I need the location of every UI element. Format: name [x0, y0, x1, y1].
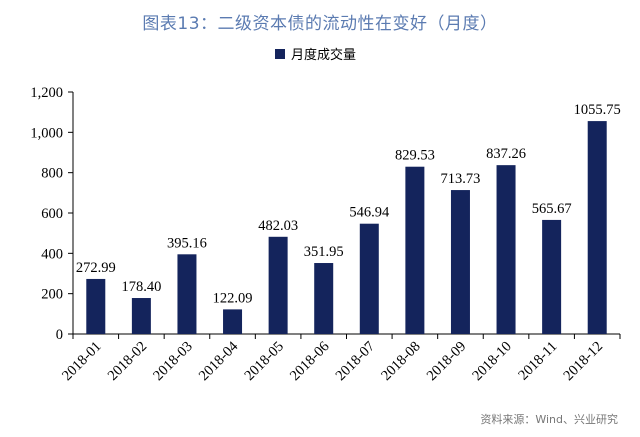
bar-value-label: 272.99 [76, 260, 116, 276]
x-tick-label: 2018-08 [378, 339, 423, 384]
y-tick-label: 400 [41, 246, 63, 262]
source-note: 资料来源：Wind、兴业研究 [480, 413, 618, 426]
bar-value-label: 1055.75 [574, 102, 621, 118]
bar [268, 236, 288, 334]
bar [496, 165, 516, 334]
y-tick-label: 800 [41, 166, 63, 182]
x-tick-label: 2018-01 [59, 339, 104, 384]
bar-value-label: 565.67 [532, 201, 572, 217]
x-tick-label: 2018-02 [105, 339, 150, 384]
y-tick-label: 200 [41, 287, 63, 303]
x-tick-label: 2018-07 [333, 339, 378, 384]
bar-value-label: 829.53 [395, 148, 435, 164]
bar [177, 254, 197, 334]
bar-value-label: 178.40 [121, 279, 161, 295]
y-tick-label: 0 [56, 327, 63, 343]
bar-value-label: 122.09 [213, 290, 253, 306]
legend-swatch [275, 49, 285, 59]
bar [86, 278, 106, 334]
bar [223, 309, 243, 334]
bar [450, 190, 470, 334]
bar [314, 263, 334, 334]
bar [587, 121, 607, 334]
bar-value-label: 351.95 [304, 244, 344, 260]
bar-value-label: 395.16 [167, 235, 207, 251]
y-tick-label: 600 [41, 206, 63, 222]
chart-title: 图表13：二级资本债的流动性在变好（月度） [142, 14, 498, 34]
x-tick-label: 2018-06 [287, 339, 332, 384]
bar-value-label: 482.03 [258, 218, 298, 234]
bar-value-label: 713.73 [441, 171, 481, 187]
x-tick-label: 2018-11 [515, 339, 560, 384]
bar [359, 223, 379, 334]
x-tick-label: 2018-12 [561, 339, 606, 384]
x-tick-label: 2018-10 [469, 339, 514, 384]
y-tick-label: 1,000 [30, 125, 63, 141]
bar [542, 219, 562, 334]
bar-value-label: 546.94 [349, 205, 390, 221]
x-tick-label: 2018-05 [241, 339, 286, 384]
x-tick-label: 2018-04 [196, 338, 242, 384]
x-tick-label: 2018-03 [150, 339, 195, 384]
legend-label: 月度成交量 [291, 47, 356, 63]
bar-value-label: 837.26 [486, 146, 526, 162]
bar [131, 298, 151, 334]
bar [405, 166, 425, 334]
x-tick-label: 2018-09 [424, 339, 469, 384]
y-tick-label: 1,200 [30, 85, 63, 101]
